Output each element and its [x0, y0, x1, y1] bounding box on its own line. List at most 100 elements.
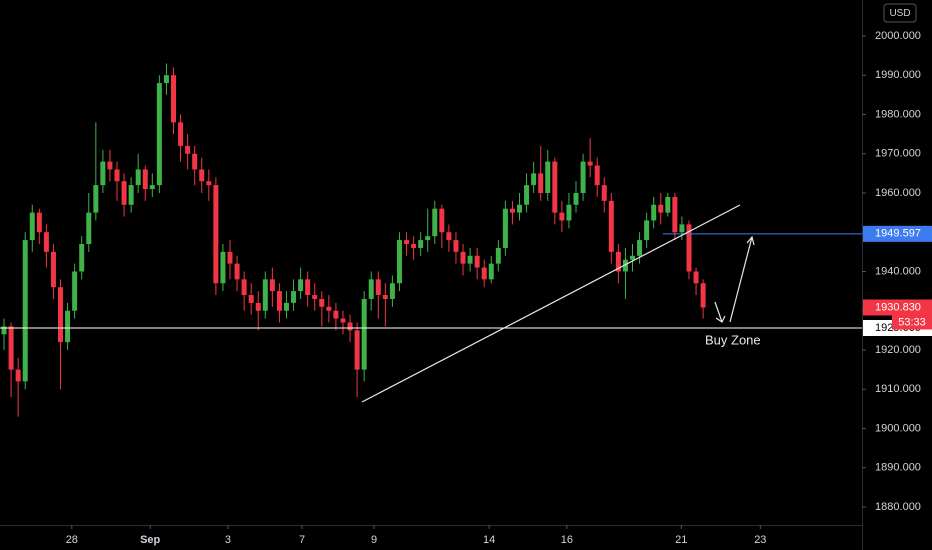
candle-body [644, 220, 650, 241]
candle-body [665, 196, 671, 213]
candle-body [234, 263, 240, 280]
candle-body [672, 196, 678, 233]
candle-body [93, 185, 99, 213]
candle-body [192, 153, 198, 170]
last-price-box [863, 299, 932, 316]
x-tick-label: 7 [299, 534, 305, 546]
x-tick-label: 3 [225, 534, 231, 546]
candle-body [651, 204, 657, 221]
candle-body [404, 240, 410, 245]
candle-body [333, 310, 339, 319]
candle-body [524, 185, 530, 205]
candle-body [213, 185, 219, 284]
candle-body [453, 240, 459, 252]
x-tick-label: 21 [675, 534, 687, 546]
candle-body [15, 369, 21, 382]
candle-body [227, 251, 233, 264]
candle-body [439, 208, 445, 233]
candle-body [128, 185, 134, 205]
candle-body [8, 326, 14, 370]
candle-body [86, 212, 92, 245]
candle-body [368, 279, 374, 299]
candle-body [637, 240, 643, 256]
x-tick-label: Sep [140, 534, 160, 546]
candle-body [432, 208, 438, 237]
candle-body [517, 204, 523, 213]
candle-body [220, 251, 226, 284]
candle-body [630, 255, 636, 260]
candle-body [382, 295, 388, 299]
x-tick-label: 14 [483, 534, 495, 546]
candle-body [107, 161, 113, 170]
candle-body [156, 83, 162, 186]
candle-body [1, 326, 7, 335]
candle-body [601, 185, 607, 201]
candle-body [262, 279, 268, 311]
currency-box[interactable] [883, 3, 917, 23]
candle-body [411, 244, 417, 248]
currency[interactable]: USD [889, 8, 910, 19]
candle-body [199, 169, 205, 182]
candle-body [269, 279, 275, 292]
x-tick-label: 23 [754, 534, 766, 546]
candle-body [538, 173, 544, 193]
candle-body [135, 169, 141, 186]
candle-body [100, 161, 106, 186]
price-label-box [863, 225, 932, 242]
candle-body [566, 204, 572, 221]
candle-body [658, 204, 664, 213]
y-tick-label: 2000.000 [875, 30, 921, 42]
candle-body [326, 306, 332, 311]
countdown: 53:33 [898, 316, 926, 328]
candle-body [693, 271, 699, 284]
candle-body [340, 318, 346, 323]
candle-body [298, 279, 304, 292]
candle-body [545, 161, 551, 193]
candle-body [206, 181, 212, 186]
y-tick-label: 1980.000 [875, 108, 921, 120]
candle-body [72, 271, 78, 311]
y-tick-label: 1910.000 [875, 383, 921, 395]
price-label: 1949.597 [875, 228, 921, 240]
candles [0, 63, 862, 417]
candle-body [389, 283, 395, 299]
candle-body [276, 291, 282, 311]
candle-body [531, 173, 537, 186]
candle-body [312, 295, 318, 299]
candle-body [185, 145, 191, 154]
y-tick-label: 1970.000 [875, 148, 921, 160]
candle-body [608, 200, 614, 252]
candle-body [587, 161, 593, 166]
candle-body [446, 232, 452, 241]
annotation: Buy Zone [705, 332, 761, 347]
candle-body [283, 302, 289, 311]
trend-line [361, 204, 741, 403]
y-tick-label: 1880.000 [875, 501, 921, 513]
y-tick-label: 1900.000 [875, 422, 921, 434]
candle-body [594, 165, 600, 186]
candle-body [36, 212, 42, 233]
y-tick-label: 1940.000 [875, 265, 921, 277]
x-tick-label: 16 [561, 534, 573, 546]
last-price-label: 1930.830 [875, 301, 921, 313]
candle-body [29, 212, 35, 241]
y-tick-label: 1920.000 [875, 344, 921, 356]
x-tick-label: 9 [371, 534, 377, 546]
candle-body [58, 287, 64, 343]
candle-body [163, 75, 169, 84]
candle-body [679, 224, 685, 233]
countdown-box [892, 315, 932, 330]
arrow-down [714, 301, 726, 323]
arrow-up [729, 235, 755, 323]
candle-body [50, 251, 56, 288]
candle-body [488, 263, 494, 280]
candle-body [460, 251, 466, 264]
candle-body [255, 302, 261, 311]
candle-body [552, 161, 558, 213]
candle-body [142, 169, 148, 190]
candle-body [425, 236, 431, 241]
y-tick-label: 1890.000 [875, 462, 921, 474]
candle-body [65, 310, 71, 343]
candle-body [418, 240, 424, 248]
